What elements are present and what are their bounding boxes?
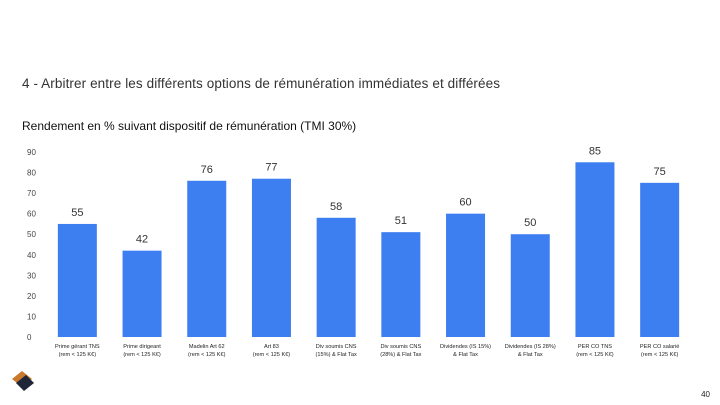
bar [122,250,162,337]
data-label: 76 [201,164,213,176]
data-label: 58 [330,201,342,213]
x-tick-label: (rem < 125 K€) [59,352,97,358]
x-tick-label: & Flat Tax [453,352,478,358]
bar [316,217,356,337]
x-tick-label: (rem < 125 K€) [576,352,614,358]
bar [381,232,421,337]
data-label: 60 [459,197,471,209]
y-tick-label: 90 [27,148,36,157]
company-logo-icon [12,371,34,391]
data-label: 51 [395,215,407,227]
y-tick-label: 40 [27,251,36,260]
bar [575,162,615,337]
slide-title: 4 - Arbitrer entre les différents option… [22,76,501,91]
bar [187,180,227,337]
x-tick-label: (15%) & Flat Tax [316,352,357,358]
x-tick-label: (rem < 125 K€) [123,352,161,358]
bar [57,223,97,337]
x-tick-label: Prime dirigeant [123,344,161,350]
bar [446,213,486,337]
data-label: 42 [136,234,148,246]
x-tick-label: Div soumis CNS [380,344,421,350]
y-tick-label: 80 [27,169,36,178]
y-tick-label: 60 [27,210,36,219]
y-tick-label: 70 [27,189,36,198]
data-label: 77 [265,162,277,174]
x-tick-label: Div soumis CNS [316,344,357,350]
bar [251,178,291,337]
x-tick-label: (rem < 125 K€) [253,352,291,358]
chart-title: Rendement en % suivant dispositif de rém… [22,119,357,133]
x-tick-label: (28%) & Flat Tax [380,352,421,358]
x-tick-label: Madelin Art 62 [189,344,225,350]
x-tick-label: (rem < 125 K€) [641,352,679,358]
x-tick-label: PER CO TNS [578,344,612,350]
x-tick-label: (rem < 125 K€) [188,352,226,358]
bar [510,234,550,337]
y-tick-label: 10 [27,312,36,321]
page-number: 40 [701,390,710,399]
bar [640,182,680,337]
x-tick-label: Prime gérant TNS [55,344,100,350]
data-label: 55 [71,207,83,219]
x-tick-label: Dividendes (IS 15%) [440,344,491,350]
y-tick-label: 30 [27,271,36,280]
data-label: 75 [654,166,666,178]
y-tick-label: 50 [27,230,36,239]
x-tick-label: PER CO salarié [640,344,679,350]
y-tick-label: 20 [27,292,36,301]
x-tick-label: Dividendes (IS 28%) [505,344,556,350]
data-label: 50 [524,217,536,229]
x-tick-label: & Flat Tax [518,352,543,358]
data-label: 85 [589,145,601,157]
y-tick-label: 0 [27,333,32,342]
x-tick-label: Art 83 [264,344,279,350]
